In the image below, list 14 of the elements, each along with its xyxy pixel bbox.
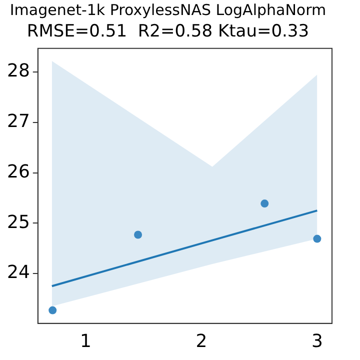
x-tick-label: 2 bbox=[196, 330, 208, 352]
point bbox=[48, 306, 57, 314]
y-tick-label: 28 bbox=[7, 60, 30, 82]
y-tick-label: 25 bbox=[7, 212, 30, 233]
chart-title: Imagenet-1k ProxylessNAS LogAlphaNorm bbox=[10, 0, 326, 19]
y-tick-label: 26 bbox=[7, 161, 30, 182]
point bbox=[134, 230, 142, 239]
x-tick-label: 3 bbox=[311, 330, 323, 352]
chart-subtitle: RMSE=0.51 R2=0.58 Ktau=0.33 bbox=[26, 22, 310, 42]
point bbox=[260, 200, 269, 208]
y-tick-label: 24 bbox=[7, 262, 30, 284]
y-tick-label: 27 bbox=[7, 111, 30, 132]
x-tick-label: 1 bbox=[80, 330, 92, 352]
point bbox=[313, 234, 322, 243]
